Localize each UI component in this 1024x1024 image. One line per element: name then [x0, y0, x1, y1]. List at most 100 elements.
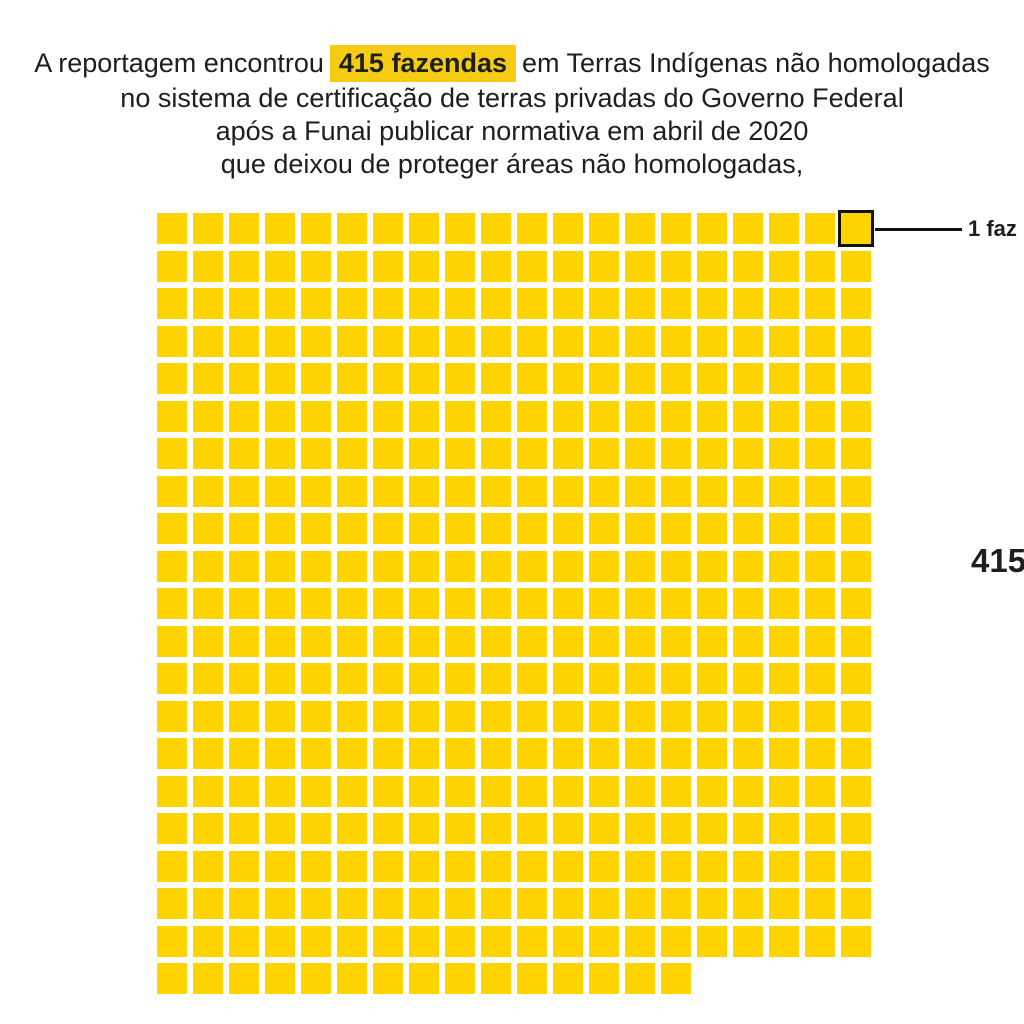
- farm-square: [553, 775, 583, 807]
- farm-square: [661, 250, 691, 282]
- farm-square: [409, 700, 439, 732]
- farm-square: [805, 738, 835, 769]
- farm-square: [553, 888, 583, 919]
- farm-square: [409, 288, 439, 319]
- farm-square: [805, 475, 835, 507]
- farm-square: [661, 888, 691, 919]
- farm-square: [841, 700, 871, 732]
- farm-square: [229, 438, 259, 469]
- farm-square: [481, 438, 511, 469]
- farm-square: [697, 663, 727, 694]
- farm-square: [337, 400, 367, 432]
- farm-square: [193, 213, 223, 244]
- farm-square: [553, 400, 583, 432]
- farm-square: [697, 700, 727, 732]
- farm-square: [409, 888, 439, 919]
- farm-square: [805, 925, 835, 957]
- farm-square: [697, 363, 727, 394]
- farm-square: [193, 775, 223, 807]
- farm-square: [409, 363, 439, 394]
- farm-square: [229, 888, 259, 919]
- farm-square: [589, 850, 619, 882]
- farm-square: [697, 625, 727, 657]
- farm-square: [157, 475, 187, 507]
- farm-square: [337, 363, 367, 394]
- farm-square: [625, 363, 655, 394]
- farm-square: [157, 325, 187, 357]
- headline-line-1-pre: A reportagem encontrou: [34, 48, 324, 78]
- farm-square: [733, 813, 763, 844]
- headline-line-2: no sistema de certificação de terras pri…: [120, 83, 904, 113]
- farm-square: [733, 400, 763, 432]
- farm-square: [769, 775, 799, 807]
- farm-square: [409, 250, 439, 282]
- farm-square: [337, 775, 367, 807]
- farm-square: [445, 925, 475, 957]
- farm-square: [553, 325, 583, 357]
- farm-square: [517, 813, 547, 844]
- farm-square: [553, 700, 583, 732]
- farm-square: [481, 700, 511, 732]
- farm-square: [229, 925, 259, 957]
- farm-square: [769, 738, 799, 769]
- farm-square: [805, 400, 835, 432]
- farm-square: [301, 588, 331, 619]
- farm-square: [157, 288, 187, 319]
- headline-line-1: A reportagem encontrou 415 fazendas em Ter…: [0, 45, 1024, 82]
- farm-square: [301, 625, 331, 657]
- farm-square: [337, 925, 367, 957]
- farm-square: [697, 775, 727, 807]
- farm-square: [517, 738, 547, 769]
- farm-square: [805, 888, 835, 919]
- farm-square: [481, 850, 511, 882]
- farm-square: [517, 213, 547, 244]
- farm-square: [625, 400, 655, 432]
- farm-square: [301, 475, 331, 507]
- farm-square: [517, 775, 547, 807]
- farm-square: [481, 738, 511, 769]
- farm-square: [373, 213, 403, 244]
- headline-line-3: após a Funai publicar normativa em abril…: [215, 116, 809, 146]
- farm-square: [625, 250, 655, 282]
- farm-square: [697, 325, 727, 357]
- farm-square: [157, 775, 187, 807]
- farm-square: [301, 813, 331, 844]
- farm-square: [373, 588, 403, 619]
- farm-square: [661, 288, 691, 319]
- farm-square: [157, 400, 187, 432]
- farm-square: [229, 813, 259, 844]
- farm-square: [553, 288, 583, 319]
- farm-square: [769, 288, 799, 319]
- farm-square: [301, 963, 331, 994]
- farm-square: [769, 663, 799, 694]
- farm-square: [733, 663, 763, 694]
- farm-square: [409, 213, 439, 244]
- farm-square: [517, 700, 547, 732]
- farm-square: [805, 550, 835, 582]
- farm-square: [733, 250, 763, 282]
- farm-square: [481, 513, 511, 544]
- farm-square: [409, 850, 439, 882]
- farm-square: [301, 363, 331, 394]
- farm-square: [661, 325, 691, 357]
- farm-square: [193, 850, 223, 882]
- farm-square: [589, 400, 619, 432]
- farm-square: [445, 888, 475, 919]
- farm-square: [841, 475, 871, 507]
- farm-square: [841, 250, 871, 282]
- farm-square: [733, 625, 763, 657]
- farm-square: [157, 363, 187, 394]
- farm-square: [841, 550, 871, 582]
- farm-square: [661, 363, 691, 394]
- farm-square: [373, 663, 403, 694]
- farm-square: [445, 400, 475, 432]
- farm-square: [553, 625, 583, 657]
- farm-square: [229, 213, 259, 244]
- farm-square: [589, 925, 619, 957]
- farm-square: [769, 438, 799, 469]
- farm-square: [265, 438, 295, 469]
- farm-square: [661, 663, 691, 694]
- farm-square: [841, 663, 871, 694]
- farm-square: [445, 813, 475, 844]
- farm-square: [697, 813, 727, 844]
